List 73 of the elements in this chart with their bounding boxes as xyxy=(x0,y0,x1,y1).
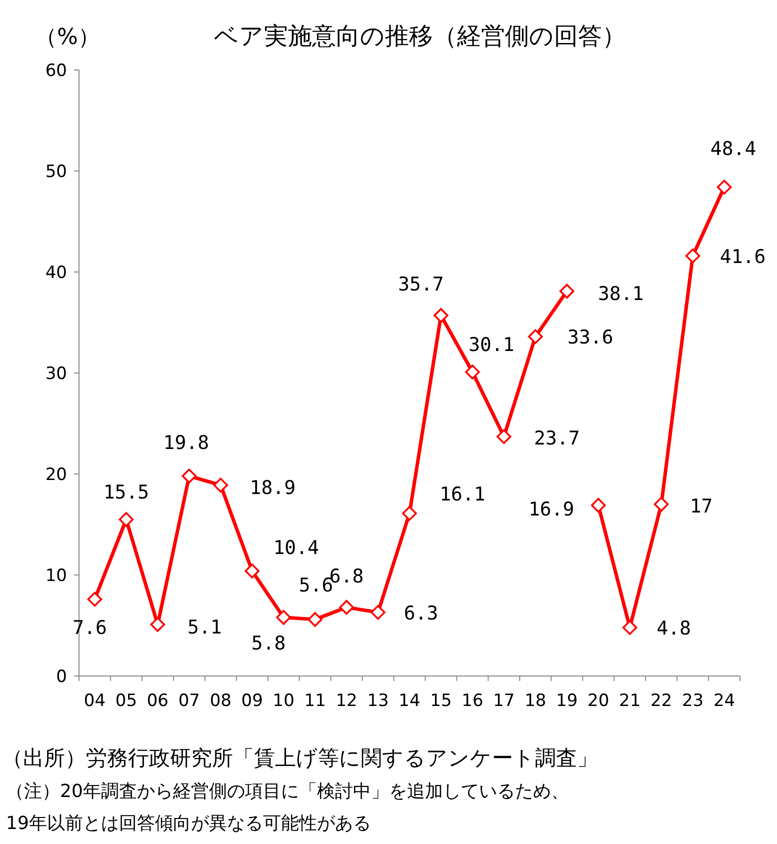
point xyxy=(590,498,606,513)
data-label: 18.9 xyxy=(250,477,296,500)
data-label: 19.8 xyxy=(163,432,210,454)
point xyxy=(716,180,732,195)
x-tick-label: 19 xyxy=(556,691,578,711)
point xyxy=(465,364,480,380)
point xyxy=(150,617,166,632)
data-label: 17 xyxy=(690,495,713,518)
y-tick-label: 20 xyxy=(45,465,67,485)
data-label: 48.4 xyxy=(710,138,756,160)
point xyxy=(402,506,417,521)
x-tick-label: 14 xyxy=(398,691,420,711)
x-tick-label: 10 xyxy=(272,691,294,711)
data-label: 16.9 xyxy=(528,498,574,520)
x-tick-label: 17 xyxy=(493,691,515,711)
text: 19年以前とは回答傾向が異なる可能性がある xyxy=(6,813,371,834)
x-tick-label: 09 xyxy=(241,691,263,711)
point xyxy=(654,496,669,512)
data-label: 33.6 xyxy=(568,326,614,349)
data-label: 23.7 xyxy=(534,428,580,450)
point xyxy=(244,564,260,578)
y-tick-label: 50 xyxy=(45,162,67,182)
y-axis-title: （%） xyxy=(35,25,100,50)
data-label: 4.8 xyxy=(656,618,691,640)
point xyxy=(496,429,512,444)
data-label: 5.8 xyxy=(251,632,286,654)
data-label: 7.6 xyxy=(72,617,107,640)
y-tick-label: 10 xyxy=(45,566,67,586)
point xyxy=(685,248,700,264)
point xyxy=(559,284,574,299)
x-tick-label: 15 xyxy=(430,691,452,711)
data-label: 15.5 xyxy=(103,481,150,504)
x-tick-label: 20 xyxy=(588,691,610,711)
data-label: 6.3 xyxy=(404,602,438,624)
y-tick-label: 30 xyxy=(45,364,67,384)
data-label: 30.1 xyxy=(468,334,514,356)
x-tick-label: 05 xyxy=(115,691,138,711)
y-tick-label: 60 xyxy=(45,61,67,81)
x-tick-label: 12 xyxy=(336,691,358,711)
x-tick-label: 11 xyxy=(304,691,326,711)
point xyxy=(622,620,638,635)
data-label: 35.7 xyxy=(398,273,444,296)
data-label: 10.4 xyxy=(273,536,319,559)
x-tick-label: 18 xyxy=(524,691,546,711)
x-tick-label: 22 xyxy=(650,691,672,711)
point xyxy=(276,610,291,625)
x-tick-label: 13 xyxy=(367,691,389,711)
y-tick-label: 0 xyxy=(56,667,67,687)
x-tick-label: 23 xyxy=(682,691,704,711)
point xyxy=(213,478,228,493)
text: （出所）労務行政研究所「賃上げ等に関するアンケート調査」 xyxy=(2,746,598,770)
x-tick-label: 08 xyxy=(210,691,232,711)
text: （注）20年調査から経営側の項目に「検討中」を追加しているため、 xyxy=(6,781,569,802)
x-tick-label: 04 xyxy=(84,691,106,711)
point xyxy=(308,612,322,627)
data-label: 16.1 xyxy=(440,483,486,506)
x-tick-label: 06 xyxy=(146,691,169,711)
point xyxy=(528,329,543,344)
chart-title: ベア実施意向の推移（経営側の回答） xyxy=(214,22,626,50)
y-tick-label: 40 xyxy=(45,263,67,283)
point xyxy=(182,468,197,484)
x-tick-label: 21 xyxy=(619,691,641,711)
data-label: 5.1 xyxy=(188,616,222,638)
data-label: 38.1 xyxy=(598,283,644,306)
x-tick-label: 07 xyxy=(178,691,200,711)
point xyxy=(434,308,448,323)
point xyxy=(339,600,354,615)
x-tick-label: 16 xyxy=(462,691,484,711)
x-tick-label: 24 xyxy=(713,691,736,711)
point xyxy=(370,604,386,620)
point xyxy=(87,592,102,607)
data-label: 41.6 xyxy=(720,246,766,268)
point xyxy=(118,512,134,527)
